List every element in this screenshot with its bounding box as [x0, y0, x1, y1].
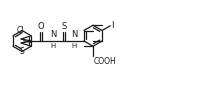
Text: H: H	[71, 44, 76, 49]
Text: Cl: Cl	[17, 27, 24, 36]
Text: N: N	[49, 31, 56, 40]
Text: N: N	[70, 31, 77, 40]
Text: H: H	[50, 44, 55, 49]
Text: S: S	[61, 22, 66, 31]
Text: O: O	[37, 22, 44, 31]
Text: S: S	[19, 47, 24, 56]
Text: COOH: COOH	[94, 57, 116, 66]
Text: I: I	[111, 21, 113, 30]
